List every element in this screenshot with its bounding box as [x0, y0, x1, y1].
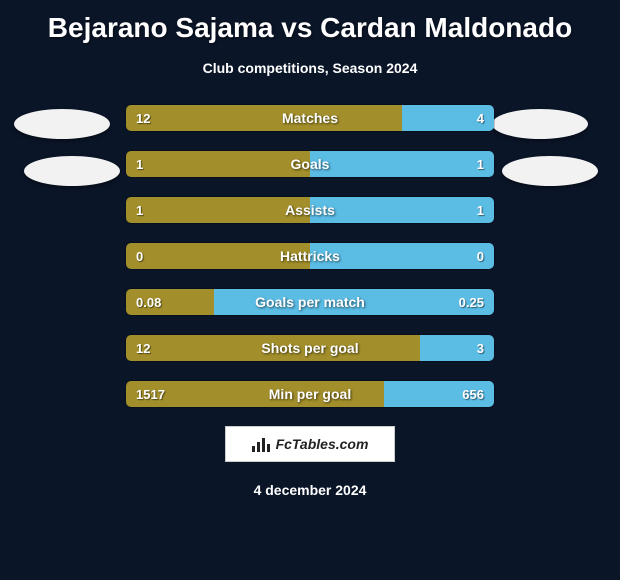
stat-right-value: 0.25 — [214, 289, 494, 315]
date-text: 4 december 2024 — [0, 482, 620, 498]
stat-left-value: 1 — [126, 151, 310, 177]
stat-row: 124Matches — [125, 104, 495, 132]
team-badge-1 — [24, 156, 120, 186]
stat-left-value: 12 — [126, 105, 402, 131]
stat-left-value: 0 — [126, 243, 310, 269]
stat-left-value: 0.08 — [126, 289, 214, 315]
site-logo: FcTables.com — [225, 426, 395, 462]
team-badge-0 — [14, 109, 110, 139]
page-title: Bejarano Sajama vs Cardan Maldonado — [0, 0, 620, 44]
stat-row: 00Hattricks — [125, 242, 495, 270]
stat-left-value: 1517 — [126, 381, 384, 407]
site-logo-text: FcTables.com — [276, 436, 369, 452]
stat-row: 11Goals — [125, 150, 495, 178]
stat-right-value: 1 — [310, 197, 494, 223]
stat-row: 11Assists — [125, 196, 495, 224]
team-badge-2 — [492, 109, 588, 139]
stat-left-value: 1 — [126, 197, 310, 223]
stat-row: 0.080.25Goals per match — [125, 288, 495, 316]
stat-right-value: 656 — [384, 381, 494, 407]
stat-right-value: 1 — [310, 151, 494, 177]
stat-right-value: 4 — [402, 105, 494, 131]
stat-right-value: 3 — [420, 335, 494, 361]
stat-row: 123Shots per goal — [125, 334, 495, 362]
stat-row: 1517656Min per goal — [125, 380, 495, 408]
stat-left-value: 12 — [126, 335, 420, 361]
bars-icon — [252, 436, 270, 452]
comparison-chart: 124Matches 11Goals 11Assists 00Hattricks 0.0… — [0, 104, 620, 408]
stat-rows: 124Matches 11Goals 11Assists 00Hattricks 0.0… — [125, 104, 495, 408]
team-badge-3 — [502, 156, 598, 186]
subtitle: Club competitions, Season 2024 — [0, 60, 620, 76]
stat-right-value: 0 — [310, 243, 494, 269]
